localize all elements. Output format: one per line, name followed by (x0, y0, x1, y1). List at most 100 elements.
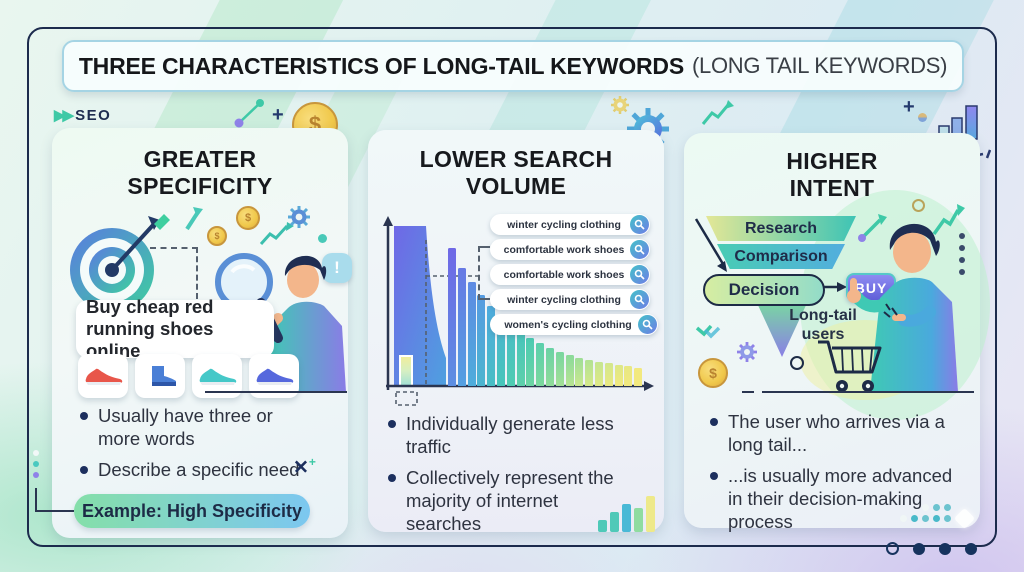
tail-bar (624, 366, 633, 386)
dollar-coin-icon: $ (698, 358, 728, 388)
arrow-into-funnel (694, 218, 727, 272)
dashed-connector (150, 247, 198, 249)
search-button[interactable] (630, 240, 649, 259)
bullet-item: Collectively represent the majority of i… (388, 466, 634, 535)
dots-column-decoration (959, 233, 965, 275)
bullet-dot (80, 412, 88, 420)
tail-bar (604, 363, 613, 386)
line-dot-decoration (234, 99, 264, 128)
search-pill[interactable]: winter cycling clothing (490, 214, 650, 235)
dot-decoration (318, 234, 327, 243)
plus-icon: + (272, 104, 284, 126)
dollar-coin-icon: $ (207, 226, 227, 246)
connector-line (35, 510, 74, 512)
target-dart-icon (70, 214, 170, 312)
funnel-stage-decision: Decision (703, 274, 825, 306)
bullet-item: Individually generate less traffic (388, 412, 634, 458)
tail-bar (594, 362, 603, 386)
search-button[interactable] (638, 315, 657, 334)
pagination-dot-active[interactable] (886, 542, 899, 555)
ground-line (762, 391, 974, 393)
panel2-bullets: Individually generate less traffic Colle… (388, 412, 634, 535)
search-button[interactable] (630, 265, 649, 284)
panel3-title: HIGHER INTENT (786, 148, 878, 201)
dashed-bracket (478, 246, 490, 300)
page-title-parenthetical: (LONG TAIL KEYWORDS) (691, 53, 948, 78)
dot-decoration (918, 113, 927, 122)
tail-bar (575, 358, 584, 386)
small-arrow-icon (858, 214, 887, 242)
circle-decoration (790, 356, 804, 370)
search-query-box[interactable]: Buy cheap red running shoes online (76, 296, 274, 361)
funnel-caption: Long-tail users (789, 307, 857, 343)
blue-boot-icon (135, 354, 185, 398)
teal-sneaker-icon (192, 354, 242, 398)
example-pill: Example: High Specificity (74, 494, 310, 528)
bullet-dot (388, 474, 396, 482)
ground-line (205, 391, 347, 393)
bullet-item: Usually have three or more words (80, 404, 318, 450)
tail-bar (477, 295, 486, 386)
tail-bar (634, 368, 643, 386)
chevron-right-icon: ▶▶ (54, 107, 74, 124)
funnel-stage-research: Research (706, 216, 856, 241)
tail-bar (487, 306, 496, 386)
panel1-bullets: Usually have three or more words Describ… (80, 404, 318, 481)
indigo-sneaker-icon (249, 354, 299, 398)
search-pill[interactable]: winter cycling clothing (490, 289, 650, 310)
bullet-item: Describe a specific need (80, 458, 318, 481)
gear-icon (737, 342, 757, 362)
bullet-dot (80, 466, 88, 474)
tail-bar (555, 352, 564, 386)
search-pill[interactable]: comfortable work shoes (490, 239, 650, 260)
tail-bar (516, 332, 525, 386)
pagination-dot[interactable] (913, 542, 925, 555)
bullet-dot (388, 420, 396, 428)
panel2-title: LOWER SEARCH VOLUME (419, 146, 613, 199)
dollar-coin-icon: $ (236, 206, 260, 230)
dots-decoration (33, 450, 39, 478)
funnel-stage-comparison: Comparison (717, 244, 845, 269)
panel3-bullets: The user who arrives via a long tail... … (710, 410, 962, 533)
shopping-cart-icon (818, 340, 882, 392)
trend-arrow-icon (932, 204, 965, 236)
tail-bar (448, 248, 456, 386)
search-pill[interactable]: women's cycling clothing (490, 314, 658, 335)
trend-arrow-icon (701, 100, 734, 125)
bullet-dot (710, 418, 718, 426)
pagination-dot[interactable] (965, 542, 977, 555)
panel1-title: GREATER SPECIFICITY (127, 146, 273, 199)
tail-bar (526, 338, 535, 386)
bullet-dot (710, 472, 718, 480)
long-tail-bars (448, 244, 646, 386)
arrow-to-buy (823, 282, 847, 292)
tail-bar (467, 282, 476, 386)
pagination-dot[interactable] (939, 542, 951, 555)
trend-arrow-icon (259, 222, 294, 246)
tail-bar (545, 348, 554, 386)
exclamation-bubble-icon: ! (322, 253, 352, 283)
seo-label: ▶▶ SEO (54, 106, 112, 125)
search-button[interactable] (630, 290, 649, 309)
tail-bar (614, 365, 623, 386)
bullet-item: ...is usually more advanced in their dec… (710, 464, 962, 533)
tail-bar (496, 316, 505, 386)
page-title: THREE CHARACTERISTICS OF LONG-TAIL KEYWO… (78, 52, 684, 79)
connector-line (35, 488, 37, 511)
bullet-item: The user who arrives via a long tail... (710, 410, 962, 456)
tail-bar (585, 360, 594, 386)
search-query-text: Buy cheap red running shoes online (86, 296, 214, 361)
pagination-dots (886, 542, 977, 555)
person-illustration (847, 223, 958, 392)
ground-line (742, 391, 754, 393)
plus-icon: + (903, 96, 915, 118)
long-tail-chart (383, 216, 654, 406)
circle-decoration (912, 199, 925, 212)
up-arrow-icon (185, 207, 203, 231)
dashed-connector (196, 247, 198, 299)
dot-grid-decoration (900, 504, 951, 522)
double-chevron-icon (695, 324, 721, 339)
search-button[interactable] (630, 215, 649, 234)
search-pill[interactable]: comfortable work shoes (490, 264, 650, 285)
